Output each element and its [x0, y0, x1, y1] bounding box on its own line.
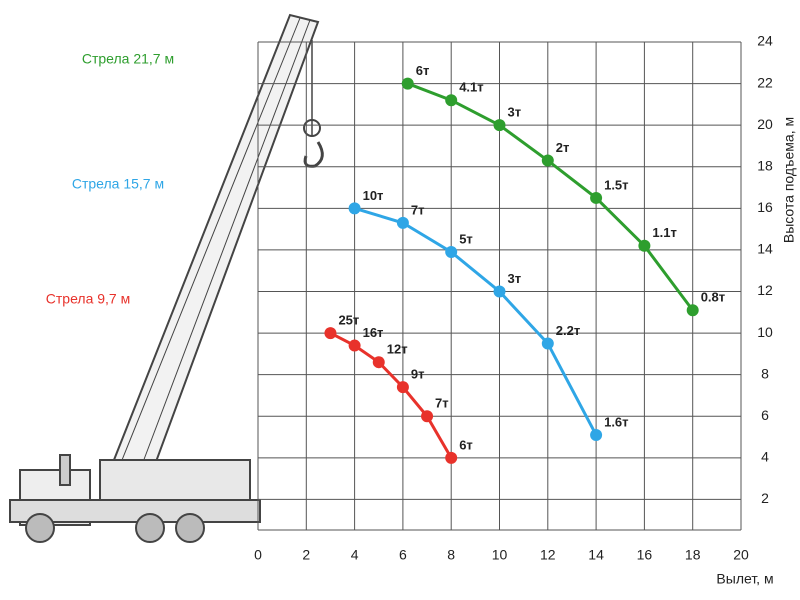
data-point — [493, 285, 506, 298]
x-tick-label: 18 — [685, 547, 701, 563]
legend-label: Стрела 15,7 м — [72, 176, 164, 192]
data-point — [421, 410, 434, 423]
x-tick-label: 20 — [733, 547, 749, 563]
point-label: 1.1т — [652, 225, 676, 240]
point-label: 1.5т — [604, 177, 628, 192]
y-axis-label: Высота подъема, м — [781, 117, 797, 243]
point-label: 0.8т — [701, 290, 725, 305]
data-point — [638, 239, 651, 252]
point-label: 5т — [459, 231, 473, 246]
data-point — [348, 339, 361, 352]
data-point — [541, 154, 554, 167]
point-label: 6т — [416, 63, 430, 78]
series-line — [354, 206, 598, 436]
point-label: 3т — [508, 271, 522, 286]
data-point — [686, 304, 699, 317]
y-tick-label: 22 — [757, 74, 773, 90]
point-label: 25т — [338, 313, 359, 328]
series-line — [407, 82, 694, 312]
x-tick-label: 14 — [588, 547, 604, 563]
data-point — [493, 119, 506, 132]
y-tick-label: 16 — [757, 199, 773, 215]
x-tick-label: 10 — [492, 547, 508, 563]
point-label: 7т — [411, 202, 425, 217]
point-label: 1.6т — [604, 414, 628, 429]
y-tick-label: 14 — [757, 241, 773, 257]
y-tick-label: 4 — [761, 449, 769, 465]
data-point — [445, 94, 458, 107]
y-tick-label: 20 — [757, 116, 773, 132]
y-tick-label: 2 — [761, 490, 769, 506]
data-point — [372, 356, 385, 369]
x-tick-label: 0 — [254, 547, 262, 563]
x-tick-label: 16 — [637, 547, 653, 563]
data-point — [324, 327, 337, 340]
point-label: 16т — [363, 325, 384, 340]
y-tick-label: 10 — [757, 324, 773, 340]
point-label: 4.1т — [459, 80, 483, 95]
data-point — [396, 216, 409, 229]
y-tick-label: 12 — [757, 282, 773, 298]
data-point — [590, 428, 603, 441]
x-tick-label: 6 — [399, 547, 407, 563]
data-point — [348, 202, 361, 215]
data-point — [401, 77, 414, 90]
x-tick-label: 12 — [540, 547, 556, 563]
point-label: 12т — [387, 342, 408, 357]
data-point — [445, 245, 458, 258]
point-label: 7т — [435, 396, 449, 411]
x-axis-label: Вылет, м — [716, 571, 773, 587]
x-tick-label: 8 — [447, 547, 455, 563]
crane-illustration — [9, 13, 324, 543]
data-point — [590, 191, 603, 204]
y-tick-label: 6 — [761, 407, 769, 423]
point-label: 6т — [459, 437, 473, 452]
y-tick-label: 8 — [761, 365, 769, 381]
point-label: 2.2т — [556, 323, 580, 338]
x-tick-label: 4 — [351, 547, 359, 563]
point-label: 10т — [363, 188, 384, 203]
data-point — [396, 381, 409, 394]
y-tick-label: 18 — [757, 157, 773, 173]
legend-label: Стрела 21,7 м — [82, 51, 174, 67]
y-tick-label: 24 — [757, 33, 773, 49]
point-label: 9т — [411, 367, 425, 382]
data-point — [445, 451, 458, 464]
x-tick-label: 2 — [302, 547, 310, 563]
data-point — [541, 337, 554, 350]
point-label: 3т — [508, 105, 522, 120]
point-label: 2т — [556, 140, 570, 155]
legend-label: Стрела 9,7 м — [46, 291, 130, 307]
